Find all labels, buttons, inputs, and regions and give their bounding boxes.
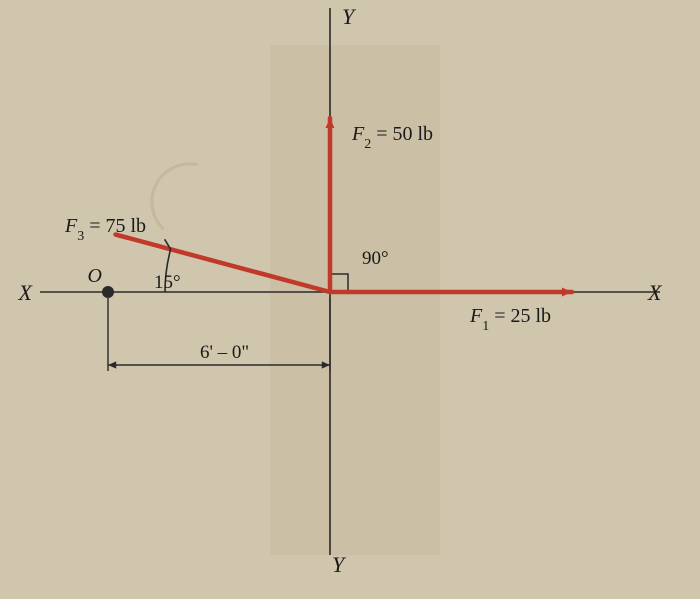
angle-label-15: 15° [154,272,181,293]
origin-label: O [88,265,102,287]
angle-label-90: 90° [362,248,389,269]
dimension-label: 6' – 0" [200,342,249,363]
watermark-block [270,45,440,555]
axis-label-x_right: X [647,280,663,305]
origin-point [102,286,114,298]
axis-label-x_left: X [18,280,34,305]
